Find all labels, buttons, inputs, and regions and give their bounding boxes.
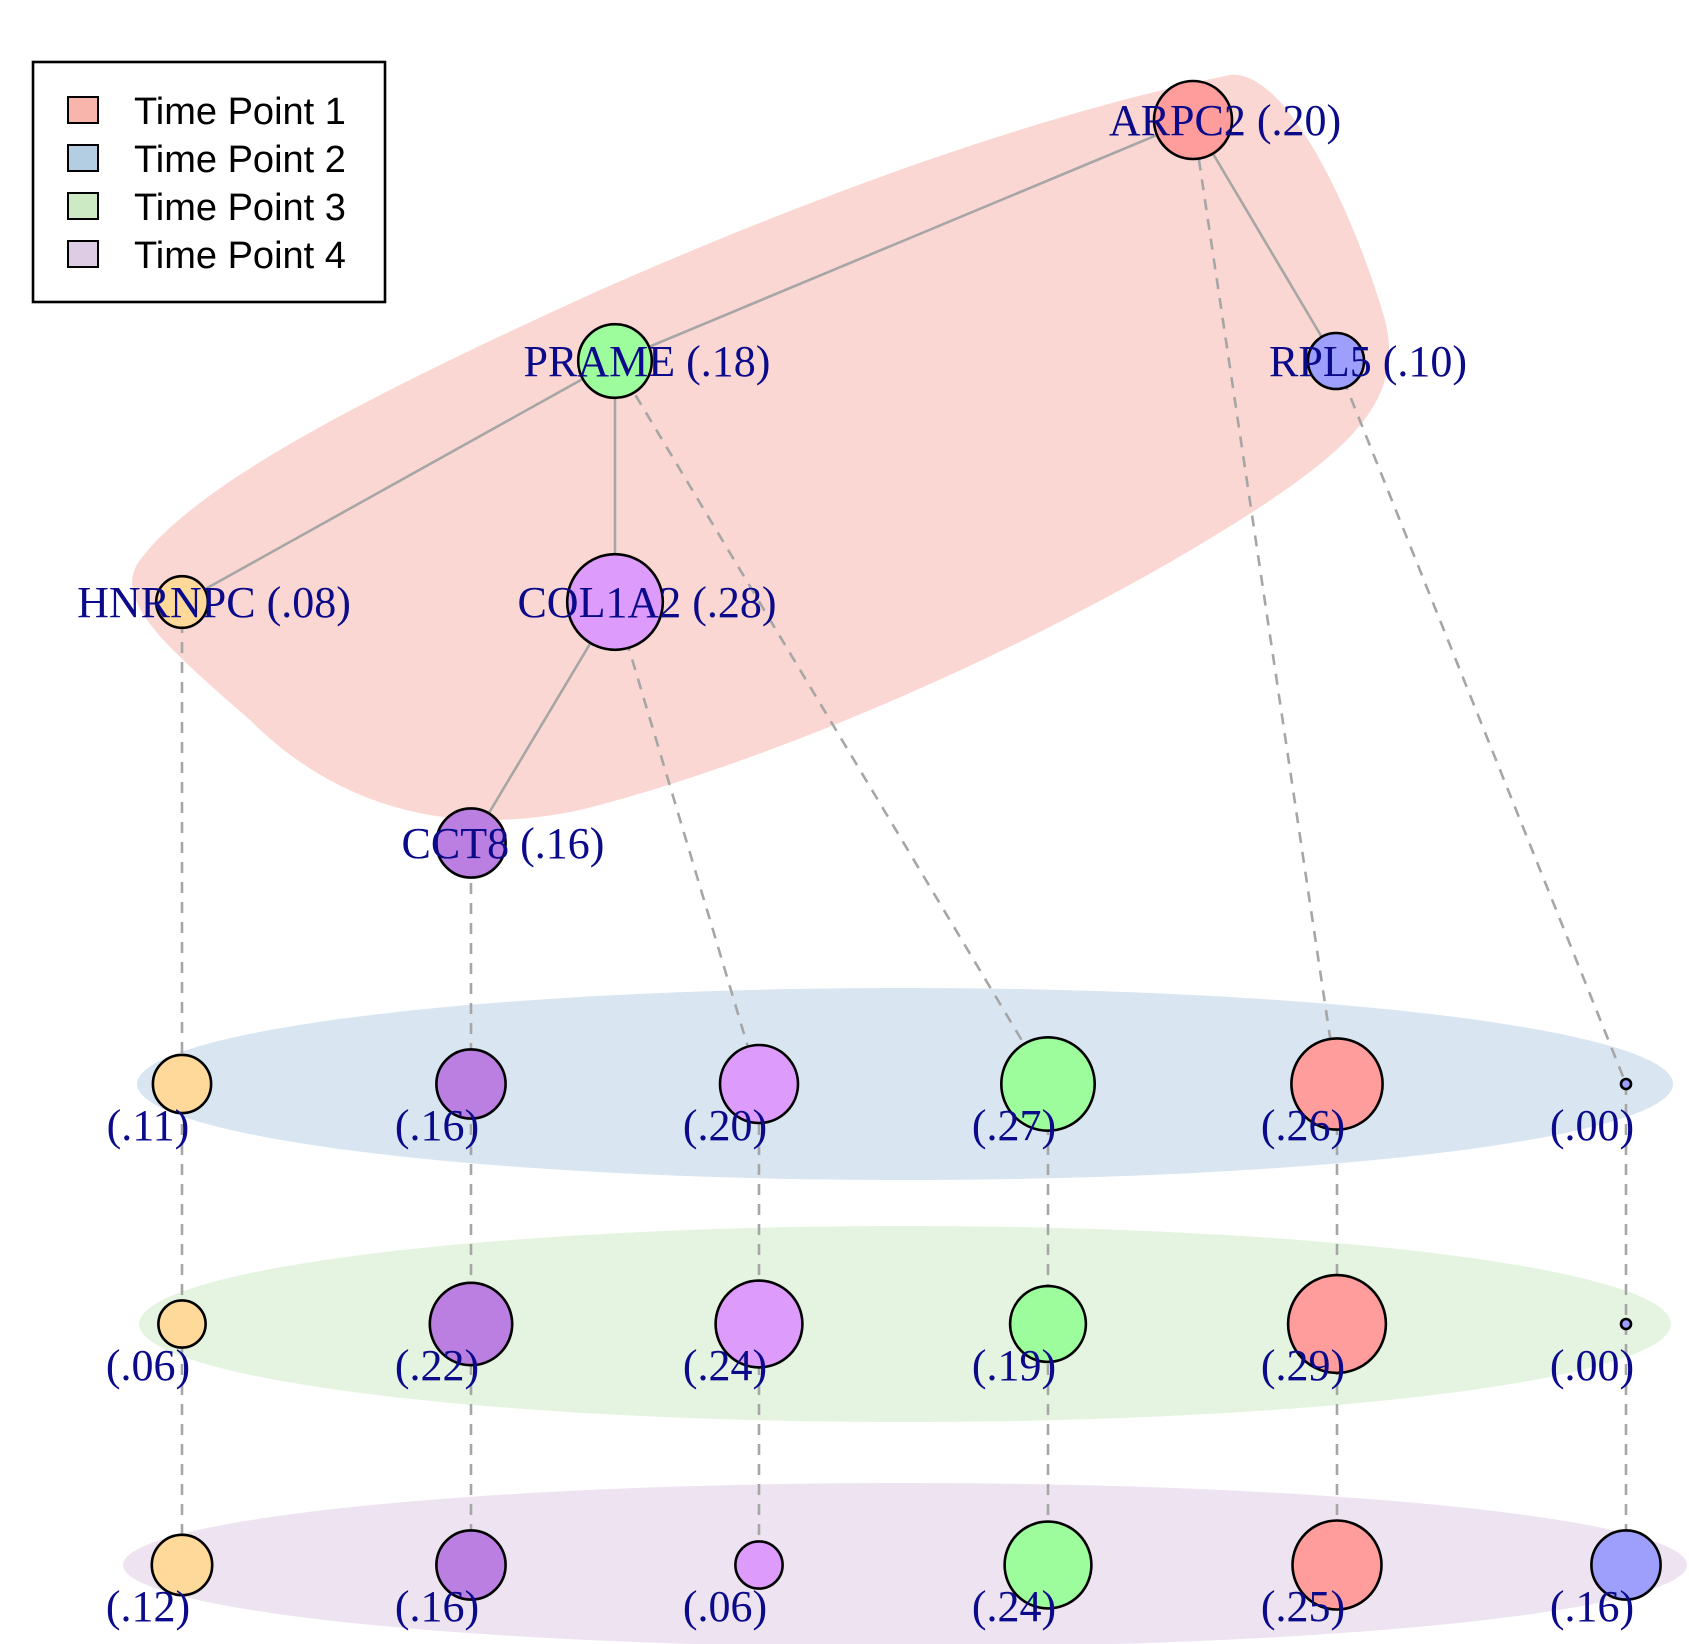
node-col1a2-tp3[interactable] xyxy=(714,1279,804,1369)
legend-swatch-4 xyxy=(67,240,99,268)
value-label-col1a2-tp3: (.24) xyxy=(683,1341,767,1390)
node-rpl5-tp3[interactable] xyxy=(1619,1317,1633,1331)
time-link-col1a2-2 xyxy=(613,601,761,1085)
node-hnrnpc[interactable] xyxy=(154,574,210,630)
node-label-col1a2: COL1A2 (.28) xyxy=(517,578,776,627)
legend-swatch-1 xyxy=(67,96,99,124)
node-col1a2[interactable] xyxy=(565,552,665,652)
node-label-cct8: CCT8 (.16) xyxy=(402,819,605,868)
value-label-prame-tp4: (.24) xyxy=(972,1582,1056,1631)
node-label-prame: PRAME (.18) xyxy=(524,337,771,386)
node-cct8-tp3[interactable] xyxy=(428,1281,514,1367)
time-link-prame-2 xyxy=(613,360,1050,1085)
group-blob-time-point-1 xyxy=(132,74,1390,820)
node-prame-tp4[interactable] xyxy=(1003,1520,1093,1610)
node-label-hnrnpc: HNRNPC (.08) xyxy=(77,578,351,627)
value-label-arpc2-tp4: (.25) xyxy=(1261,1582,1345,1631)
node-arpc2-tp2[interactable] xyxy=(1290,1037,1384,1131)
node-rpl5-tp4[interactable] xyxy=(1590,1529,1662,1601)
value-label-arpc2-tp3: (.29) xyxy=(1261,1341,1345,1390)
value-label-hnrnpc-tp4: (.12) xyxy=(106,1582,190,1631)
value-label-col1a2-tp4: (.06) xyxy=(683,1582,767,1631)
network-nodes xyxy=(150,79,1662,1611)
value-label-cct8-tp3: (.22) xyxy=(395,1341,479,1390)
time-link-rpl5-2 xyxy=(1334,360,1628,1085)
legend: Time Point 1 Time Point 2 Time Point 3 T… xyxy=(31,60,387,304)
node-hnrnpc-tp4[interactable] xyxy=(150,1533,214,1597)
node-prame-tp2[interactable] xyxy=(999,1036,1096,1133)
node-labels: ARPC2 (.20) PRAME (.18) RPL5 (.10) HNRNPC (… xyxy=(77,96,1634,1631)
node-rpl5[interactable] xyxy=(1306,331,1366,391)
legend-label-2: Time Point 2 xyxy=(134,139,346,181)
value-label-prame-tp3: (.19) xyxy=(972,1341,1056,1390)
node-col1a2-tp2[interactable] xyxy=(718,1043,800,1125)
node-label-rpl5: RPL5 (.10) xyxy=(1269,337,1467,386)
node-hnrnpc-tp3[interactable] xyxy=(157,1299,207,1349)
legend-swatch-3 xyxy=(67,192,99,220)
edge-arpc2-rpl5 xyxy=(1191,119,1338,362)
value-label-hnrnpc-tp2: (.11) xyxy=(107,1101,190,1150)
group-blobs xyxy=(123,74,1687,1644)
node-cct8-tp4[interactable] xyxy=(435,1529,507,1601)
value-label-rpl5-tp3: (.00) xyxy=(1550,1341,1634,1390)
node-hnrnpc-tp2[interactable] xyxy=(151,1053,213,1115)
node-cct8-tp2[interactable] xyxy=(435,1048,507,1120)
value-label-col1a2-tp2: (.20) xyxy=(683,1101,767,1150)
value-label-rpl5-tp2: (.00) xyxy=(1550,1101,1634,1150)
legend-swatch-2 xyxy=(67,144,99,172)
node-cct8[interactable] xyxy=(435,807,507,879)
node-arpc2[interactable] xyxy=(1152,79,1234,161)
value-label-rpl5-tp4: (.16) xyxy=(1550,1582,1634,1631)
group-blob-time-point-2 xyxy=(137,988,1673,1180)
time-link-arpc2-2 xyxy=(1191,119,1339,1085)
node-label-arpc2: ARPC2 (.20) xyxy=(1109,96,1341,145)
group-blob-time-point-4 xyxy=(123,1483,1687,1644)
node-prame-tp3[interactable] xyxy=(1008,1284,1088,1364)
value-label-cct8-tp2: (.16) xyxy=(395,1101,479,1150)
legend-label-1: Time Point 1 xyxy=(134,91,346,133)
edge-prame-hnrnpc xyxy=(181,359,616,604)
node-arpc2-tp3[interactable] xyxy=(1286,1273,1388,1375)
edge-arpc2-prame xyxy=(614,118,1194,363)
node-arpc2-tp4[interactable] xyxy=(1291,1519,1383,1611)
value-label-cct8-tp4: (.16) xyxy=(395,1582,479,1631)
legend-label-3: Time Point 3 xyxy=(134,187,346,229)
node-prame[interactable] xyxy=(576,322,654,400)
node-rpl5-tp2[interactable] xyxy=(1619,1077,1633,1091)
value-label-prame-tp2: (.27) xyxy=(972,1101,1056,1150)
node-col1a2-tp4[interactable] xyxy=(734,1540,784,1590)
value-label-hnrnpc-tp3: (.06) xyxy=(106,1341,190,1390)
value-label-arpc2-tp2: (.26) xyxy=(1261,1101,1345,1150)
legend-label-4: Time Point 4 xyxy=(134,235,346,277)
group-blob-time-point-3 xyxy=(139,1226,1671,1422)
